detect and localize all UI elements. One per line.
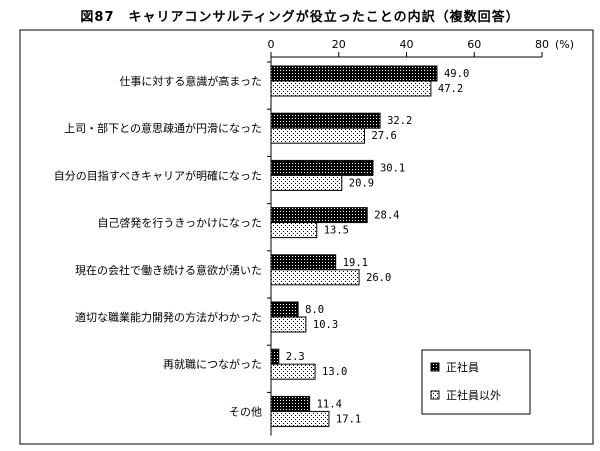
category-label: 自分の目指すべきキャリアが明確になった	[54, 168, 262, 182]
data-label: 26.0	[366, 272, 391, 284]
bar-hiseishain	[270, 269, 360, 286]
category-label: 再就職につながった	[163, 357, 262, 371]
category-label: 自己啓発を行うきっかけになった	[97, 216, 262, 230]
chart-title: 図87 キャリアコンサルティングが役立ったことの内訳（複数回答）	[80, 10, 520, 25]
legend-label: 正社員	[446, 360, 479, 374]
bar-seishain	[270, 112, 381, 129]
data-label: 19.1	[343, 257, 368, 269]
bar-hiseishain	[270, 174, 343, 191]
x-tick-label: 20	[332, 38, 346, 51]
bar-seishain	[270, 395, 311, 412]
data-label: 20.9	[349, 177, 374, 189]
unit-label: (%)	[555, 38, 574, 51]
x-tick-label: 80	[535, 38, 549, 51]
x-tick-label: 0	[268, 38, 275, 51]
category-label: 仕事に対する意識が高まった	[119, 74, 262, 88]
data-label: 49.0	[444, 68, 469, 80]
data-label: 8.0	[305, 304, 324, 316]
category-label: 現在の会社で働き続ける意欲が湧いた	[75, 263, 262, 277]
data-label: 32.2	[387, 115, 412, 127]
chart-frame	[19, 29, 594, 445]
bar-seishain	[270, 348, 280, 365]
category-label: その他	[229, 405, 262, 418]
legend-box	[421, 349, 531, 415]
data-label: 27.6	[371, 130, 396, 142]
data-label: 30.1	[380, 162, 405, 174]
bars-layer: 仕事に対する意識が高まった 49.0 47.2 上司・部下との意思疎通が円滑になった 3…	[54, 65, 469, 427]
legend-label: 正社員以外	[446, 388, 501, 402]
data-label: 2.3	[286, 351, 305, 363]
bar-hiseishain	[270, 363, 316, 380]
bar-hiseishain	[270, 127, 365, 144]
axis-layer: 0 20 40 60 80 (%)	[267, 38, 574, 436]
bar-hiseishain	[270, 316, 307, 333]
data-label: 13.5	[324, 225, 349, 237]
category-label: 適切な職業能力開発の方法がわかった	[75, 310, 262, 324]
x-tick-label: 40	[400, 38, 414, 51]
data-label: 13.0	[322, 366, 347, 378]
bar-seishain	[270, 65, 438, 82]
category-label: 上司・部下との意思疎通が円滑になった	[64, 121, 262, 135]
bar-hiseishain	[270, 410, 330, 427]
bar-seishain	[270, 301, 299, 318]
bar-seishain	[270, 207, 368, 224]
data-label: 47.2	[438, 83, 463, 95]
legend-swatch	[430, 390, 440, 400]
bar-hiseishain	[270, 80, 432, 97]
data-label: 28.4	[374, 210, 399, 222]
x-tick-label: 60	[467, 38, 481, 51]
legend-swatch	[430, 362, 440, 372]
bar-seishain	[270, 254, 337, 271]
data-label: 17.1	[336, 413, 361, 425]
bar-hiseishain	[270, 222, 318, 239]
data-label: 11.4	[317, 398, 342, 410]
bar-seishain	[270, 159, 374, 176]
data-label: 10.3	[313, 319, 338, 331]
